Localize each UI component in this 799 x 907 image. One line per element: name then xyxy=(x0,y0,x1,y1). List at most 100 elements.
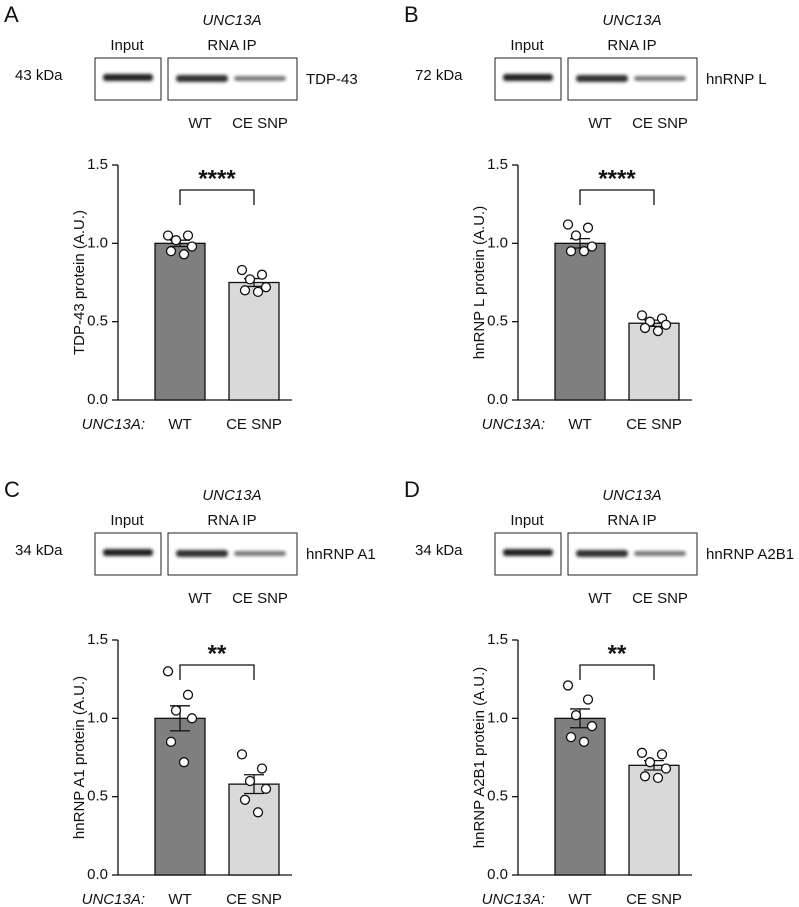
input-label: Input xyxy=(510,512,544,529)
band xyxy=(176,75,228,82)
data-point xyxy=(170,235,182,246)
panel: B 72 kDa Input UNC13A RNA IP hnRNP L WT CE SNP 0… xyxy=(404,2,767,433)
x-tick-label: CE SNP xyxy=(226,416,282,433)
significance-bracket xyxy=(179,664,255,680)
data-point xyxy=(239,794,251,805)
panel: C 34 kDa Input UNC13A RNA IP hnRNP A1 WT CE SNP… xyxy=(4,477,376,907)
band xyxy=(634,76,686,81)
panel-letter: D xyxy=(404,477,420,502)
data-point xyxy=(586,241,598,252)
data-point xyxy=(252,807,264,818)
blot-marker: 34 kDa xyxy=(415,542,463,559)
band xyxy=(234,551,286,556)
data-point xyxy=(182,689,194,700)
data-point xyxy=(586,721,598,732)
band xyxy=(634,551,686,556)
band xyxy=(576,75,628,82)
data-point xyxy=(562,219,574,230)
bar xyxy=(228,281,280,401)
lane-label: WT xyxy=(588,590,611,607)
data-point xyxy=(162,666,174,677)
y-axis-label: hnRNP A2B1 protein (A.U.) xyxy=(471,667,488,848)
gene-label: UNC13A xyxy=(202,487,261,504)
x-axis-label: UNC13A: xyxy=(82,416,145,433)
data-point xyxy=(562,680,574,691)
data-point xyxy=(170,705,182,716)
data-point xyxy=(186,241,198,252)
lane-label: CE SNP xyxy=(632,115,688,132)
y-tick-label: 1.0 xyxy=(87,709,108,726)
data-point xyxy=(178,757,190,768)
band xyxy=(234,76,286,81)
lane-label: WT xyxy=(188,590,211,607)
data-point xyxy=(639,771,651,782)
ip-label: RNA IP xyxy=(607,37,656,54)
data-point xyxy=(656,749,668,760)
panel-letter: B xyxy=(404,2,419,27)
x-tick-label: CE SNP xyxy=(226,891,282,907)
data-point xyxy=(256,763,268,774)
x-tick-label: WT xyxy=(168,416,191,433)
lane-label: CE SNP xyxy=(232,115,288,132)
ip-label: RNA IP xyxy=(607,512,656,529)
data-point xyxy=(582,694,594,705)
blot-marker: 34 kDa xyxy=(15,542,63,559)
y-tick-label: 0.5 xyxy=(487,788,508,805)
y-tick-label: 0.0 xyxy=(87,866,108,883)
x-tick-label: CE SNP xyxy=(626,891,682,907)
data-point xyxy=(244,274,256,285)
significance: ** xyxy=(208,640,227,667)
data-point xyxy=(239,285,251,296)
data-point xyxy=(660,763,672,774)
data-point xyxy=(244,775,256,787)
significance-bracket xyxy=(179,189,255,205)
data-point xyxy=(162,230,174,241)
y-tick-label: 0.0 xyxy=(487,866,508,883)
y-tick-label: 1.5 xyxy=(487,156,508,173)
x-tick-label: WT xyxy=(568,416,591,433)
data-point xyxy=(652,772,664,784)
y-tick-label: 1.5 xyxy=(87,631,108,648)
panel: A 43 kDa Input UNC13A RNA IP TDP-43 WT CE SNP 0.… xyxy=(4,2,358,433)
data-point xyxy=(165,246,177,257)
input-label: Input xyxy=(510,37,544,54)
lane-label: CE SNP xyxy=(632,590,688,607)
input-label: Input xyxy=(110,37,144,54)
data-point xyxy=(652,325,664,337)
significance: **** xyxy=(198,165,236,192)
bar xyxy=(628,764,680,876)
data-point xyxy=(256,269,268,280)
panel: D 34 kDa Input UNC13A RNA IP hnRNP A2B1 WT CE S… xyxy=(404,477,794,907)
data-point xyxy=(186,713,198,724)
y-tick-label: 0.5 xyxy=(87,788,108,805)
data-point xyxy=(260,783,272,794)
bar xyxy=(228,783,280,876)
data-point xyxy=(178,249,190,260)
data-point xyxy=(565,731,577,743)
y-tick-label: 1.0 xyxy=(487,709,508,726)
significance-bracket xyxy=(579,664,655,680)
x-tick-label: CE SNP xyxy=(626,416,682,433)
gene-label: UNC13A xyxy=(202,12,261,29)
data-point xyxy=(236,264,248,276)
protein-label: hnRNP L xyxy=(706,71,767,88)
data-point xyxy=(636,310,648,321)
data-point xyxy=(252,286,264,298)
x-tick-label: WT xyxy=(168,891,191,907)
significance-bracket xyxy=(579,189,655,205)
y-tick-label: 1.5 xyxy=(487,631,508,648)
y-tick-label: 1.0 xyxy=(87,234,108,251)
lane-label: WT xyxy=(188,115,211,132)
data-point xyxy=(236,749,248,760)
x-axis-label: UNC13A: xyxy=(482,891,545,907)
protein-label: hnRNP A2B1 xyxy=(706,546,794,563)
y-axis-label: hnRNP L protein (A.U.) xyxy=(471,206,488,359)
y-tick-label: 1.0 xyxy=(487,234,508,251)
x-axis-label: UNC13A: xyxy=(482,416,545,433)
input-label: Input xyxy=(110,512,144,529)
data-point xyxy=(639,322,651,334)
y-tick-label: 0.0 xyxy=(487,391,508,408)
y-tick-label: 1.5 xyxy=(87,156,108,173)
data-point xyxy=(636,747,648,758)
